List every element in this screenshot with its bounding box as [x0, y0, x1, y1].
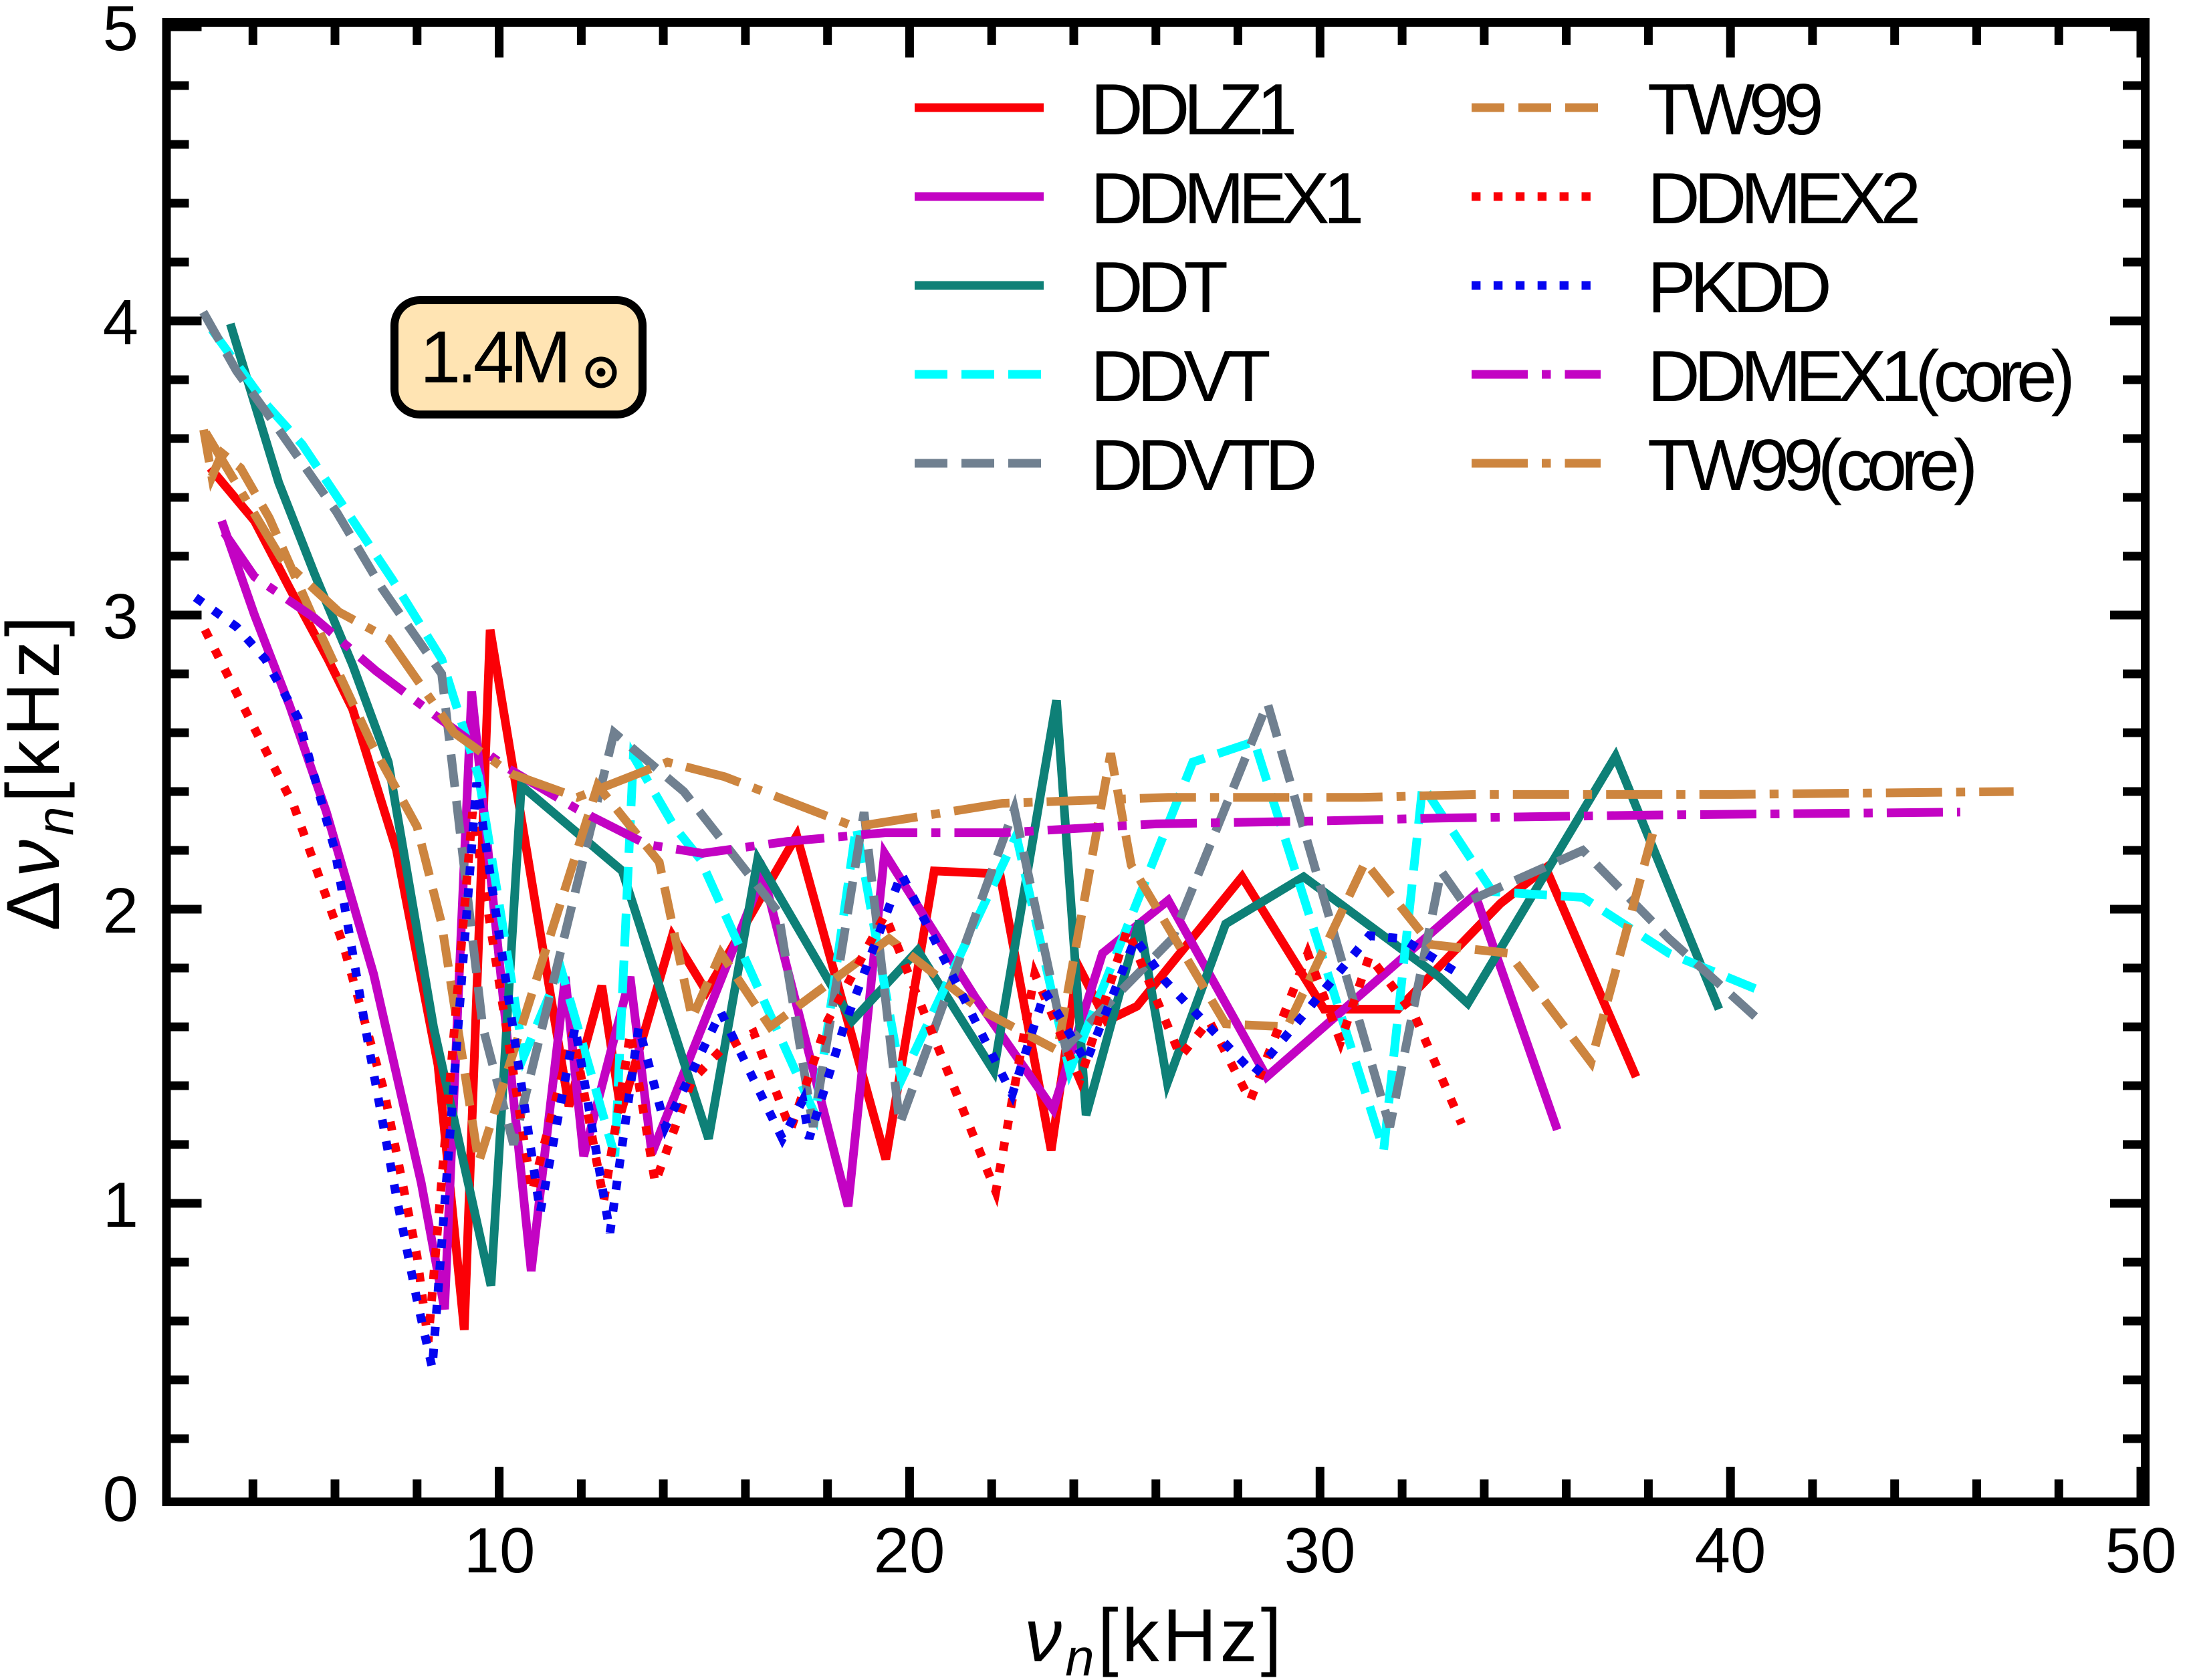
svg-text:DDVTD: DDVTD [1090, 425, 1314, 506]
svg-text:νn[kHz]: νn[kHz] [1024, 1594, 1285, 1680]
svg-text:Δνn[kHz]: Δνn[kHz] [0, 612, 84, 931]
svg-text:3: 3 [103, 581, 138, 652]
svg-text:DDMEX1(core): DDMEX1(core) [1647, 336, 2071, 417]
svg-text:PKDD: PKDD [1647, 247, 1829, 328]
svg-text:1: 1 [103, 1169, 138, 1241]
svg-text:2: 2 [103, 875, 138, 947]
svg-text:DDT: DDT [1090, 247, 1227, 328]
svg-text:DDMEX2: DDMEX2 [1647, 158, 1918, 239]
svg-text:10: 10 [464, 1515, 536, 1586]
svg-text:1.4M: 1.4M [420, 316, 568, 398]
svg-text:4: 4 [103, 287, 138, 358]
svg-text:50: 50 [2105, 1515, 2177, 1586]
svg-text:30: 30 [1284, 1515, 1356, 1586]
svg-text:20: 20 [874, 1515, 945, 1586]
svg-text:5: 5 [103, 0, 138, 64]
svg-text:40: 40 [1695, 1515, 1766, 1586]
svg-text:TW99(core): TW99(core) [1647, 425, 1974, 506]
svg-text:TW99: TW99 [1647, 69, 1821, 150]
svg-text:DDLZ1: DDLZ1 [1090, 69, 1294, 150]
svg-text:0: 0 [103, 1463, 138, 1535]
svg-text:DDMEX1: DDMEX1 [1090, 158, 1361, 239]
svg-text:DDVT: DDVT [1090, 336, 1270, 417]
